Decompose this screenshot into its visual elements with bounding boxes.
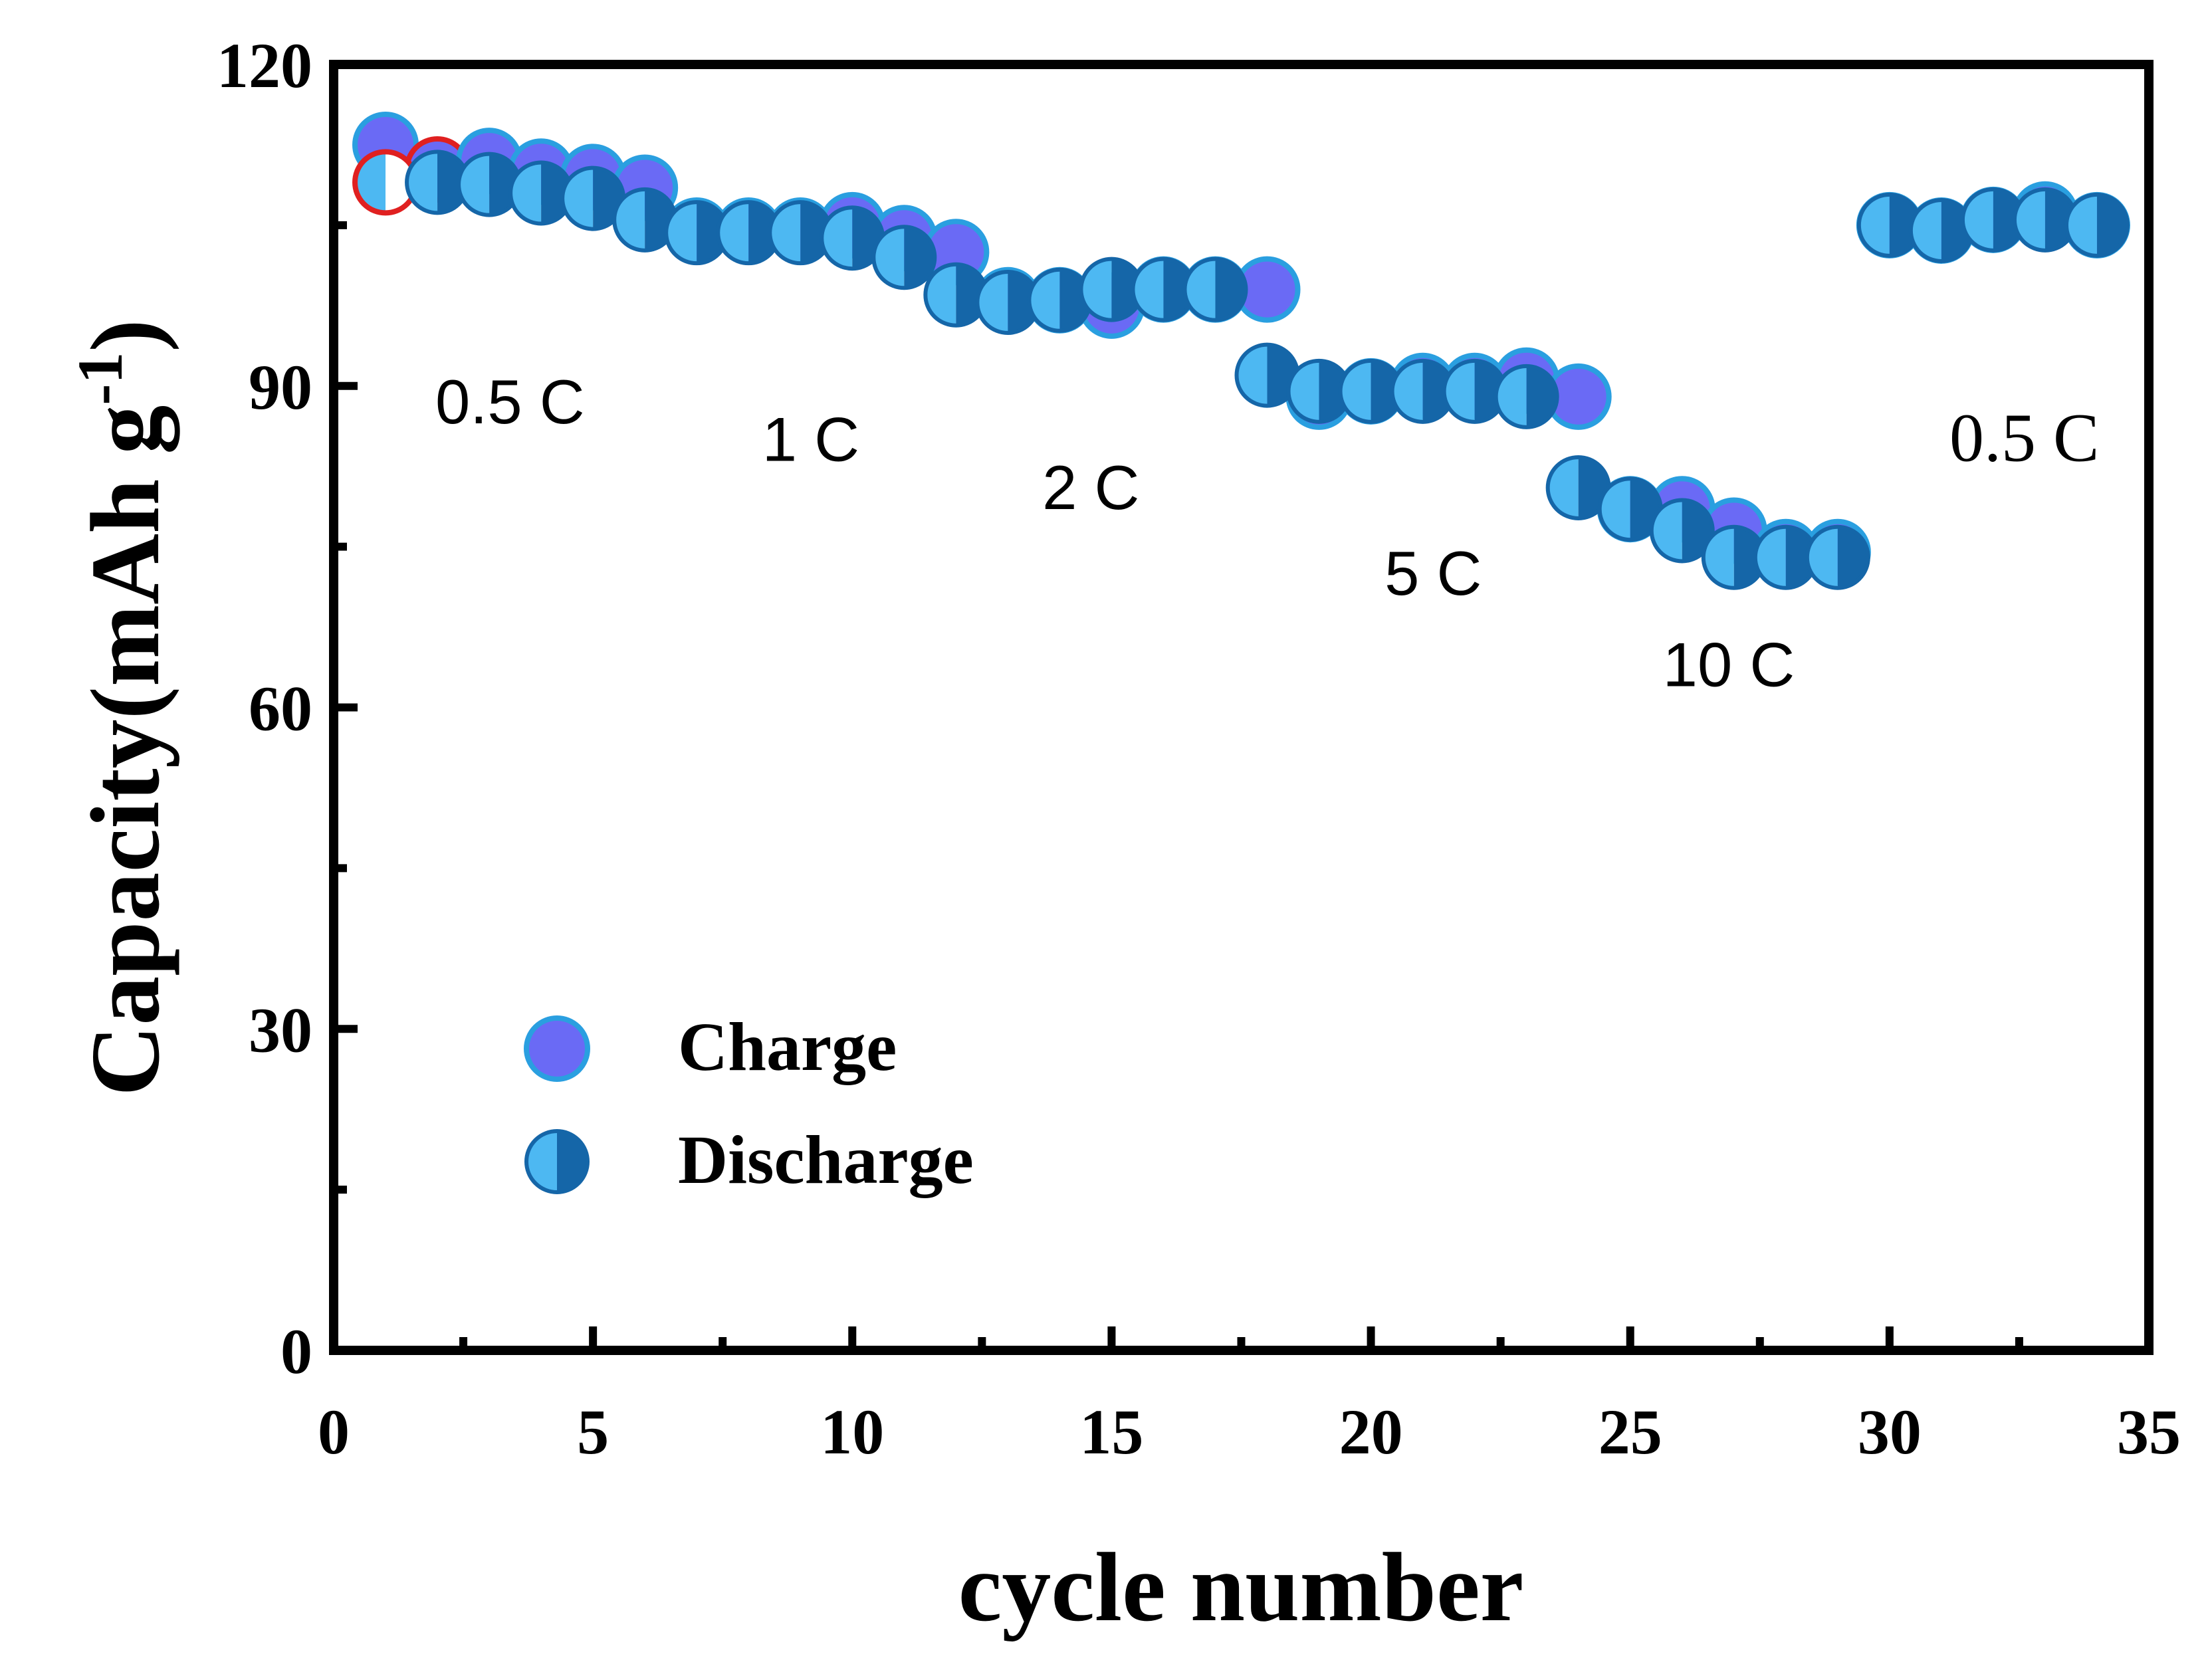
- y-tick-label: 0: [280, 1316, 312, 1387]
- discharge-point: [1286, 358, 1352, 424]
- legend-charge-marker: [524, 1015, 590, 1082]
- x-tick-label: 20: [1339, 1396, 1403, 1467]
- rate-annotation: 5 C: [1384, 538, 1482, 608]
- legend-charge-label: Charge: [678, 1009, 897, 1085]
- legend-discharge-symbol: [524, 1129, 590, 1194]
- x-tick-label: 30: [1858, 1396, 1922, 1467]
- discharge-point: [664, 200, 730, 266]
- y-axis-title: Capacity(mAh g-1): [64, 319, 180, 1096]
- x-axis-title: cycle number: [958, 1533, 1524, 1642]
- y-tick-label: 120: [217, 30, 312, 101]
- discharge-point: [1908, 197, 1974, 263]
- discharge-point: [1338, 358, 1404, 424]
- y-axis-title-main: Capacity(mAh g: [71, 405, 180, 1097]
- legend-charge-symbol: [524, 1015, 590, 1082]
- legend: Charge Discharge: [524, 1009, 974, 1198]
- x-tick-labels: 0 5 10 15 20 25 30 35: [318, 1396, 2181, 1467]
- rate-annotation: 1 C: [762, 405, 859, 474]
- rate-annotation: 0.5 C: [1949, 400, 2099, 476]
- discharge-point: [1805, 524, 1870, 590]
- rate-annotation: 0.5 C: [435, 367, 585, 437]
- discharge-point: [1390, 358, 1456, 424]
- data-points: [352, 111, 2130, 590]
- discharge-point: [2064, 192, 2130, 258]
- discharge-point: [1182, 257, 1248, 322]
- discharge-point: [1079, 257, 1145, 322]
- y-tick-label: 60: [249, 673, 312, 744]
- y-tick-label: 90: [249, 352, 312, 423]
- x-tick-label: 5: [577, 1396, 609, 1467]
- rate-annotation: 2 C: [1042, 453, 1139, 522]
- discharge-point: [975, 269, 1041, 335]
- y-tick-labels: 0 30 60 90 120: [217, 30, 312, 1387]
- discharge-point: [1493, 364, 1559, 429]
- y-tick-label: 30: [249, 994, 312, 1065]
- x-tick-label: 35: [2117, 1396, 2181, 1467]
- discharge-point: [820, 205, 885, 271]
- discharge-point: [1701, 524, 1767, 590]
- y-axis-title-close: ): [71, 319, 180, 352]
- rate-annotation: 10 C: [1663, 629, 1795, 699]
- plot-frame: [329, 60, 2154, 1355]
- x-tick-label: 0: [318, 1396, 350, 1467]
- rate-annotations: 0.5 C 1 C 2 C 5 C 10 C 0.5 C: [435, 367, 2099, 699]
- legend-discharge-marker: [524, 1129, 590, 1194]
- discharge-point: [716, 200, 782, 266]
- x-tick-label: 25: [1599, 1396, 1662, 1467]
- discharge-point: [871, 225, 937, 290]
- x-tick-label: 10: [820, 1396, 884, 1467]
- y-axis-title-superscript: -1: [64, 352, 136, 405]
- axis-ticks: [330, 60, 2153, 1354]
- x-tick-label: 15: [1079, 1396, 1143, 1467]
- legend-discharge-label: Discharge: [678, 1122, 974, 1198]
